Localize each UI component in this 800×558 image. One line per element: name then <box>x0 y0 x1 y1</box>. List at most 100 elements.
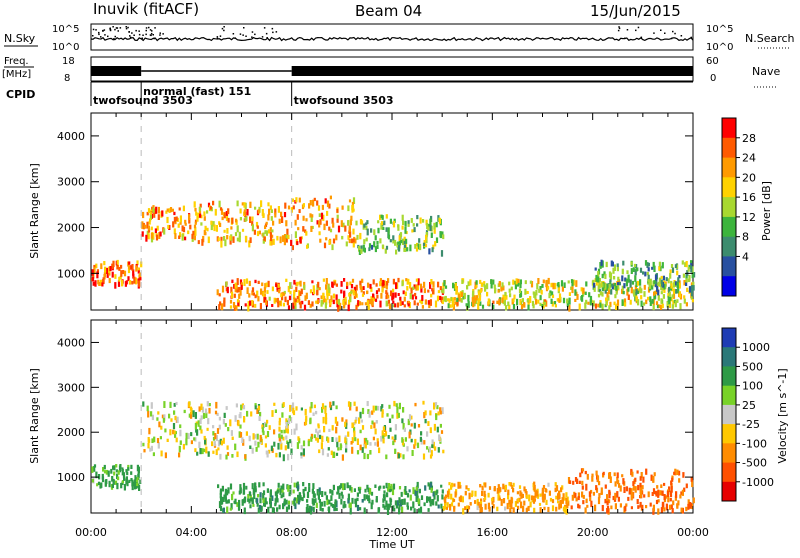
heatmap-cell <box>610 260 613 267</box>
heatmap-cell <box>281 235 285 242</box>
heatmap-cell <box>226 506 229 514</box>
heatmap-cell <box>487 502 490 510</box>
heatmap-cell <box>397 224 400 228</box>
heatmap-cell <box>295 423 298 431</box>
heatmap-cell <box>467 506 471 510</box>
heatmap-cell <box>254 294 257 299</box>
nsearch-dot <box>635 29 637 32</box>
heatmap-cell <box>433 423 436 431</box>
heatmap-cell <box>539 507 542 513</box>
heatmap-cell <box>670 504 673 510</box>
heatmap-cell <box>481 490 484 496</box>
heatmap-cell <box>236 237 239 242</box>
heatmap-cell <box>493 284 496 289</box>
heatmap-cell <box>91 269 94 276</box>
heatmap-cell <box>262 430 265 436</box>
nsearch-dot <box>113 38 115 40</box>
heatmap-cell <box>509 502 512 508</box>
nsearch-dot <box>243 27 245 29</box>
heatmap-cell <box>300 236 303 240</box>
heatmap-cell <box>382 435 385 439</box>
nsearch-dot <box>116 27 119 29</box>
heatmap-cell <box>367 487 370 493</box>
heatmap-cell <box>158 421 161 428</box>
heatmap-cell <box>264 283 267 289</box>
heatmap-cell <box>675 491 678 498</box>
heatmap-cell <box>365 437 368 442</box>
heatmap-cell <box>634 477 637 482</box>
heatmap-cell <box>406 493 410 498</box>
heatmap-cell <box>222 418 225 425</box>
heatmap-cell <box>287 285 290 293</box>
heatmap-cell <box>213 441 216 447</box>
heatmap-cell <box>484 503 487 510</box>
heatmap-cell <box>220 240 223 248</box>
nsearch-dot <box>680 35 683 37</box>
heatmap-cell <box>295 287 298 292</box>
heatmap-cell <box>243 416 246 420</box>
heatmap-cell <box>678 478 681 483</box>
heatmap-cell <box>317 205 321 211</box>
nave-label: Nave <box>752 65 780 78</box>
time-tick-label: 16:00 <box>476 526 508 539</box>
heatmap-cell <box>589 494 592 502</box>
heatmap-cell <box>407 278 410 285</box>
heatmap-cell <box>245 216 248 221</box>
heatmap-cell <box>601 283 604 288</box>
heatmap-cell <box>451 300 454 308</box>
heatmap-cell <box>474 500 477 504</box>
heatmap-cell <box>558 293 562 300</box>
heatmap-cell <box>312 483 315 489</box>
heatmap-cell <box>407 303 410 307</box>
heatmap-cell <box>218 293 221 297</box>
heatmap-cell <box>691 299 694 303</box>
heatmap-cell <box>429 282 432 289</box>
heatmap-cell <box>218 200 221 208</box>
heatmap-cell <box>450 296 453 301</box>
heatmap-cell <box>384 431 388 437</box>
heatmap-cell <box>208 403 211 407</box>
heatmap-cell <box>244 202 247 210</box>
nsearch-dot <box>92 35 94 37</box>
nsearch-dot <box>223 29 225 32</box>
heatmap-cell <box>481 304 485 309</box>
nsearch-dot <box>275 31 278 33</box>
heatmap-cell <box>308 486 311 493</box>
heatmap-cell <box>398 235 401 242</box>
heatmap-cell <box>324 198 327 204</box>
heatmap-cell <box>427 508 430 512</box>
heatmap-cell <box>121 280 124 287</box>
heatmap-cell <box>249 201 252 208</box>
nsearch-dot <box>103 29 106 31</box>
heatmap-cell <box>380 221 383 225</box>
heatmap-cell <box>266 431 270 438</box>
heatmap-cell <box>374 298 378 302</box>
heatmap-cell <box>663 507 666 512</box>
heatmap-cell <box>619 503 622 508</box>
heatmap-cell <box>183 409 186 414</box>
heatmap-cell <box>643 291 646 297</box>
heatmap-cell <box>350 238 353 244</box>
freq-block-1 <box>91 66 142 76</box>
heatmap-cell <box>173 430 176 435</box>
heatmap-cell <box>409 244 412 252</box>
nsearch-dot <box>672 30 674 33</box>
heatmap-cell <box>477 298 480 304</box>
heatmap-cell <box>395 403 398 407</box>
heatmap-cell <box>204 438 207 445</box>
heatmap-cell <box>427 289 430 293</box>
heatmap-cell <box>285 236 288 243</box>
heatmap-cell <box>226 489 229 496</box>
heatmap-cell <box>274 503 277 507</box>
heatmap-cell <box>470 493 473 498</box>
heatmap-cell <box>672 282 675 288</box>
nsearch-dot <box>266 37 268 39</box>
heatmap-cell <box>131 484 134 491</box>
heatmap-cell <box>557 490 561 496</box>
heatmap-cell <box>266 419 269 424</box>
heatmap-cell <box>357 300 360 306</box>
heatmap-cell <box>175 216 178 221</box>
heatmap-cell <box>116 473 119 480</box>
heatmap-cell <box>311 301 314 307</box>
